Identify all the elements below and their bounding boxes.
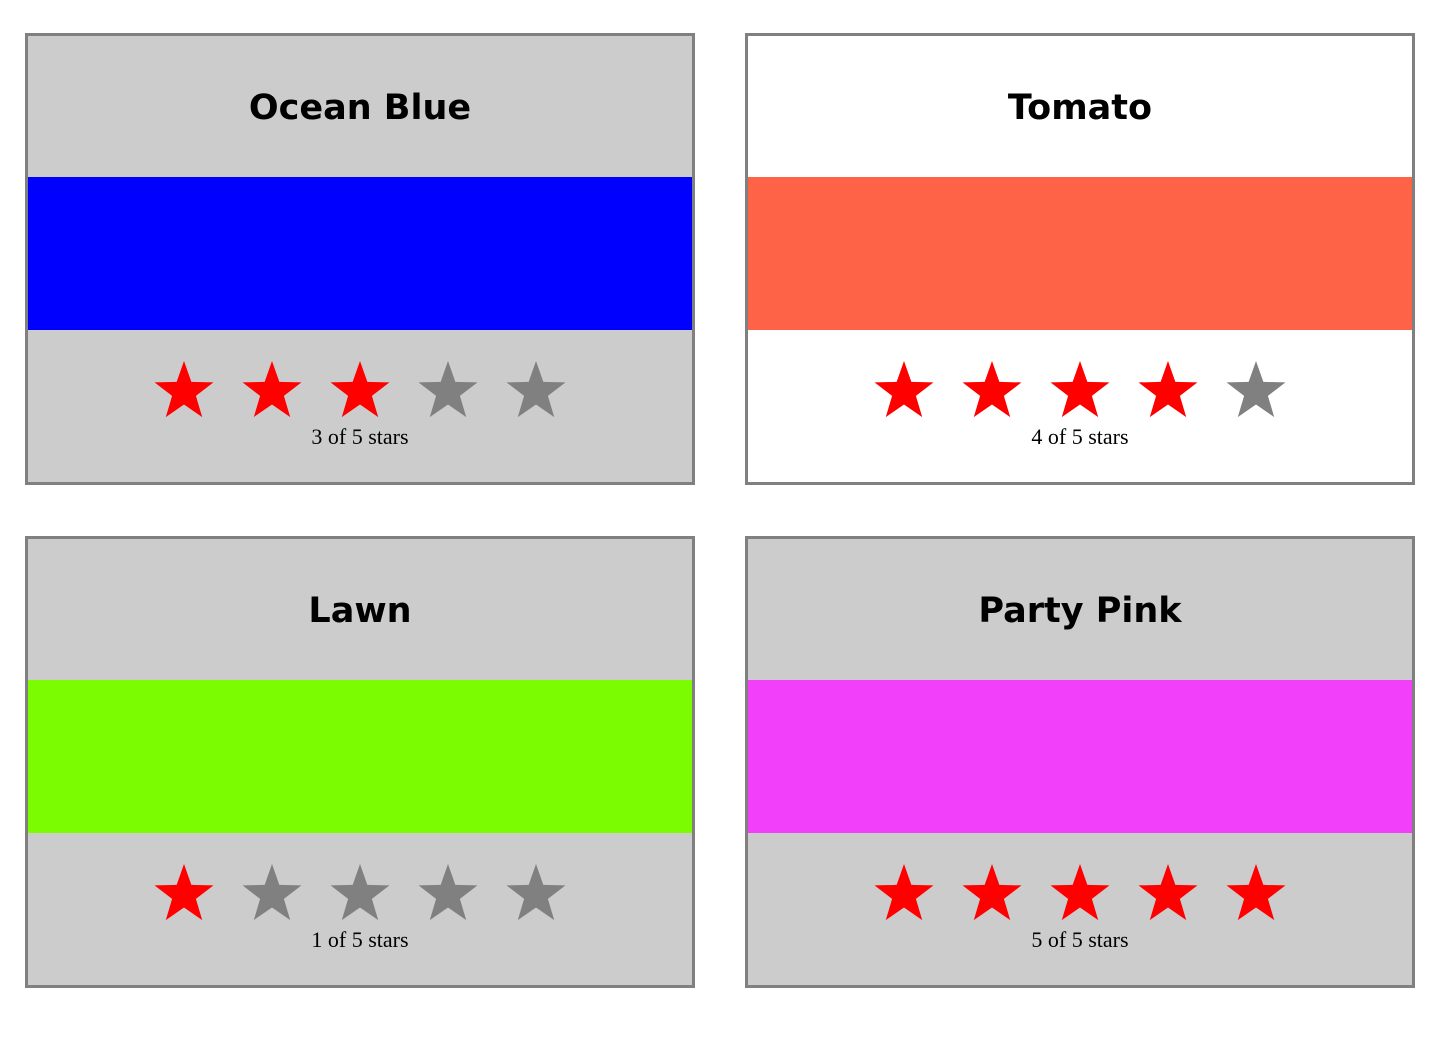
color-card: Tomato 4 of 5 stars — [745, 33, 1415, 485]
card-title: Party Pink — [978, 591, 1182, 631]
color-card: Party Pink 5 of 5 stars — [745, 536, 1415, 988]
star-empty-icon — [506, 864, 566, 921]
rating-caption: 3 of 5 stars — [311, 424, 409, 449]
star-filled-icon — [330, 361, 390, 418]
star-rating — [28, 862, 692, 924]
star-empty-icon — [506, 361, 566, 418]
star-empty-icon — [418, 864, 478, 921]
star-rating — [748, 862, 1412, 924]
color-swatch — [748, 177, 1412, 330]
rating-caption: 5 of 5 stars — [1031, 927, 1129, 952]
star-filled-icon — [962, 864, 1022, 921]
card-title: Ocean Blue — [248, 88, 472, 128]
color-swatch — [28, 177, 692, 330]
color-swatch — [28, 680, 692, 833]
star-filled-icon — [1226, 864, 1286, 921]
star-empty-icon — [330, 864, 390, 921]
star-rating — [748, 359, 1412, 421]
star-filled-icon — [1138, 864, 1198, 921]
star-empty-icon — [242, 864, 302, 921]
star-empty-icon — [1226, 361, 1286, 418]
star-filled-icon — [1138, 361, 1198, 418]
star-filled-icon — [154, 361, 214, 418]
star-filled-icon — [962, 361, 1022, 418]
star-rating — [28, 359, 692, 421]
star-filled-icon — [1050, 361, 1110, 418]
color-card: Ocean Blue 3 of 5 stars — [25, 33, 695, 485]
star-empty-icon — [418, 361, 478, 418]
star-filled-icon — [1050, 864, 1110, 921]
rating-caption: 1 of 5 stars — [311, 927, 409, 952]
star-filled-icon — [874, 361, 934, 418]
color-swatch — [748, 680, 1412, 833]
star-filled-icon — [242, 361, 302, 418]
rating-caption: 4 of 5 stars — [1031, 424, 1129, 449]
star-filled-icon — [874, 864, 934, 921]
star-filled-icon — [154, 864, 214, 921]
card-title: Tomato — [1007, 88, 1153, 128]
card-title: Lawn — [308, 591, 412, 631]
color-card: Lawn 1 of 5 stars — [25, 536, 695, 988]
